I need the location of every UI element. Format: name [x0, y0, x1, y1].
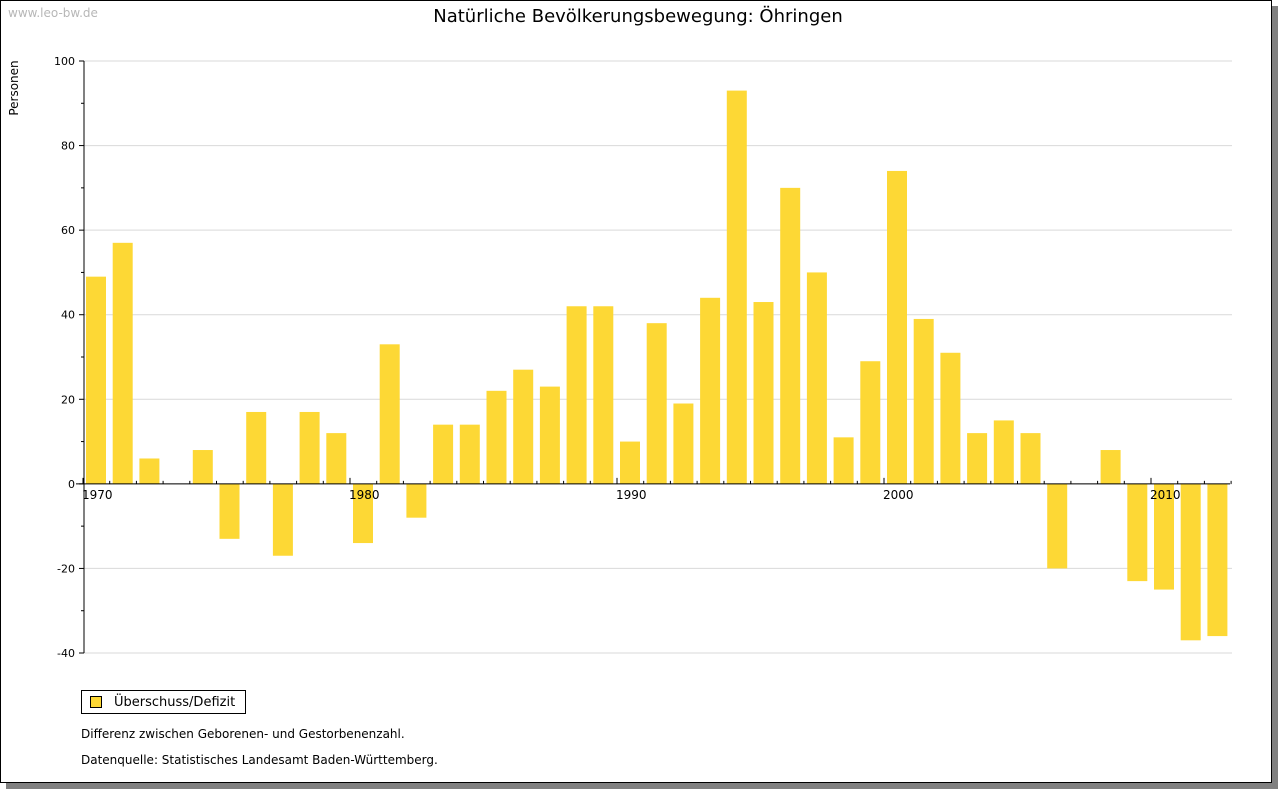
bar	[1127, 483, 1148, 582]
bar	[1047, 483, 1068, 569]
y-tick-label: -40	[57, 647, 75, 660]
bar-chart: -40 -20 0 20 40 60 80 100 1970 1980 1990 2000 2010	[54, 55, 1232, 660]
legend: Überschuss/Defizit	[81, 690, 247, 714]
bar	[326, 433, 347, 484]
bar	[112, 242, 133, 484]
y-tick-label: 60	[61, 224, 75, 237]
bar	[833, 437, 854, 484]
bar	[913, 318, 934, 484]
bar	[806, 272, 827, 484]
x-tick-label: 2000	[883, 488, 914, 502]
bar	[753, 302, 774, 484]
bar	[246, 411, 267, 484]
bar	[780, 187, 801, 484]
bar	[1207, 483, 1228, 637]
bar	[459, 424, 480, 484]
bar	[513, 369, 534, 484]
bar	[486, 390, 507, 484]
watermark: www.leo-bw.de	[8, 6, 98, 20]
y-tick-label: 100	[54, 55, 75, 68]
bar	[406, 483, 427, 518]
chart-title: Natürliche Bevölkerungsbewegung: Öhringe…	[433, 6, 843, 27]
bar	[566, 306, 587, 484]
bar	[726, 90, 747, 484]
bar	[1020, 433, 1041, 484]
bar	[673, 403, 694, 484]
bar	[860, 361, 881, 484]
bar	[433, 424, 454, 484]
bar	[353, 483, 373, 544]
y-tick-label: 0	[68, 478, 75, 491]
x-tick-label: 1990	[616, 488, 647, 502]
bar	[700, 297, 721, 484]
bar	[219, 483, 240, 539]
bar	[379, 344, 400, 484]
y-tick-label: -20	[57, 562, 75, 575]
bar	[86, 276, 106, 484]
bar	[646, 323, 667, 484]
bar	[272, 483, 293, 556]
bar	[1100, 450, 1121, 484]
bar	[139, 458, 160, 484]
bar	[887, 170, 907, 484]
legend-swatch	[90, 696, 102, 708]
bar	[620, 441, 640, 484]
source-note: Datenquelle: Statistisches Landesamt Bad…	[81, 753, 438, 767]
bar	[192, 450, 213, 484]
bar	[940, 352, 961, 484]
x-tick-label: 1970	[82, 488, 113, 502]
bar	[299, 411, 320, 484]
bar	[1180, 483, 1201, 641]
y-tick-label: 20	[61, 393, 75, 406]
bar	[539, 386, 560, 484]
bar	[1154, 483, 1174, 590]
bar	[967, 433, 988, 484]
description-note: Differenz zwischen Geborenen- und Gestor…	[81, 727, 405, 741]
y-tick-label: 80	[61, 140, 75, 153]
bar	[593, 306, 614, 484]
y-tick-label: 40	[61, 309, 75, 322]
legend-label: Überschuss/Defizit	[114, 694, 236, 710]
bar	[993, 420, 1014, 484]
x-tick-label: 2010	[1150, 488, 1181, 502]
x-tick-label: 1980	[349, 488, 380, 502]
